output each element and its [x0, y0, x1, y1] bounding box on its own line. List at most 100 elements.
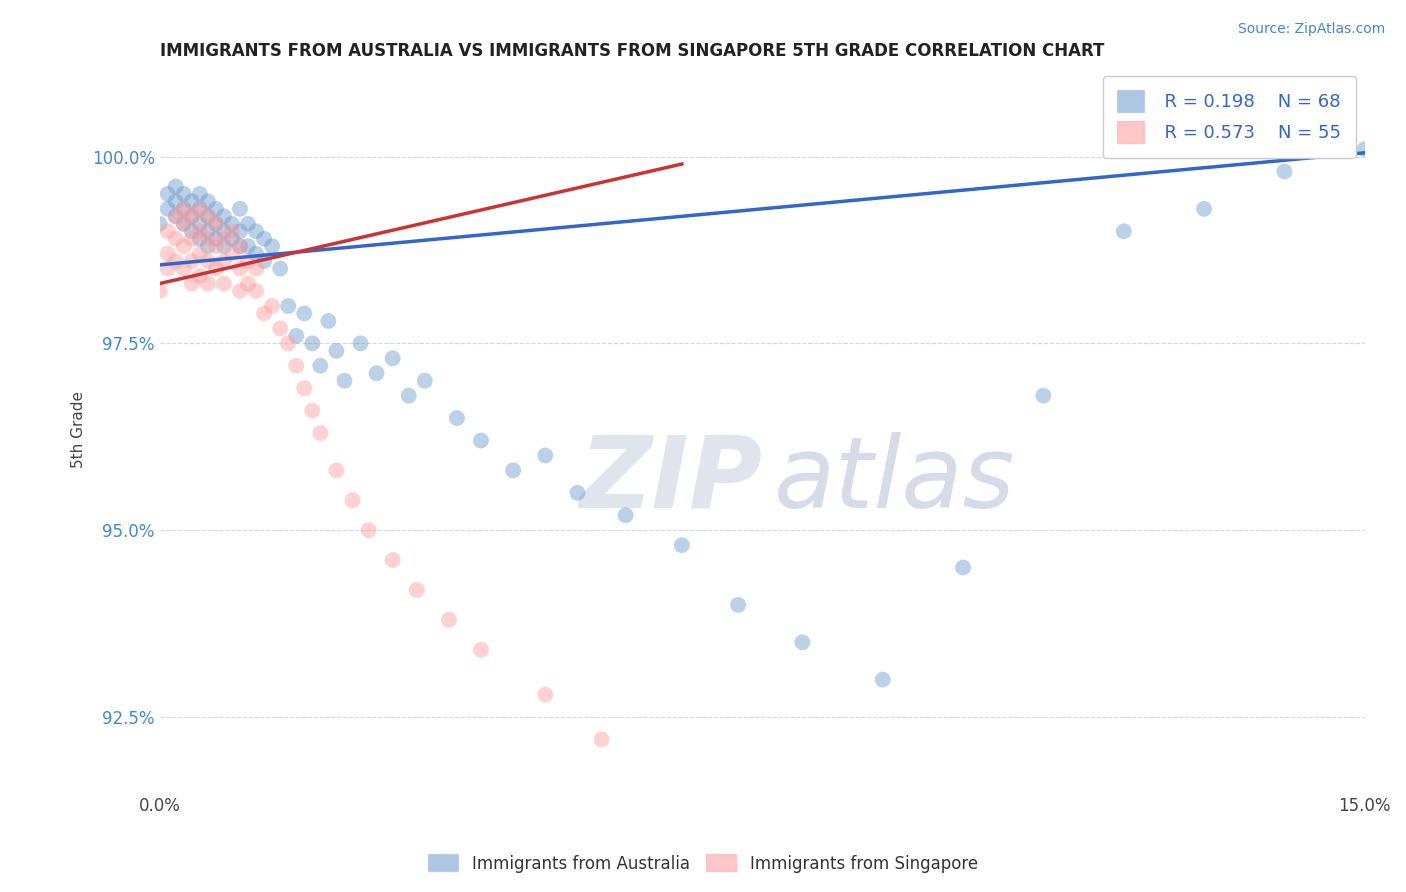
Point	[188, 217, 211, 231]
Legend: Immigrants from Australia, Immigrants from Singapore: Immigrants from Australia, Immigrants fr…	[422, 847, 984, 880]
Point	[165, 179, 187, 194]
Point	[591, 732, 613, 747]
Point	[212, 239, 235, 253]
Point	[221, 232, 243, 246]
Point	[727, 598, 749, 612]
Point	[197, 239, 219, 253]
Point	[671, 538, 693, 552]
Point	[165, 210, 187, 224]
Point	[156, 224, 179, 238]
Point	[253, 232, 276, 246]
Point	[173, 239, 195, 253]
Point	[180, 232, 202, 246]
Point	[173, 202, 195, 216]
Point	[567, 485, 589, 500]
Point	[221, 224, 243, 238]
Point	[197, 194, 219, 209]
Point	[325, 343, 347, 358]
Point	[173, 217, 195, 231]
Point	[188, 269, 211, 284]
Point	[398, 389, 420, 403]
Point	[342, 493, 364, 508]
Point	[366, 366, 388, 380]
Point	[156, 261, 179, 276]
Point	[534, 688, 557, 702]
Point	[792, 635, 814, 649]
Point	[165, 254, 187, 268]
Point	[149, 284, 172, 298]
Point	[229, 202, 252, 216]
Point	[1274, 164, 1296, 178]
Point	[180, 224, 202, 238]
Point	[212, 224, 235, 238]
Point	[197, 224, 219, 238]
Point	[229, 239, 252, 253]
Point	[156, 202, 179, 216]
Point	[156, 246, 179, 260]
Point	[502, 463, 524, 477]
Point	[1112, 224, 1135, 238]
Point	[165, 232, 187, 246]
Point	[446, 411, 468, 425]
Text: IMMIGRANTS FROM AUSTRALIA VS IMMIGRANTS FROM SINGAPORE 5TH GRADE CORRELATION CHA: IMMIGRANTS FROM AUSTRALIA VS IMMIGRANTS …	[160, 42, 1104, 60]
Point	[262, 299, 284, 313]
Point	[149, 217, 172, 231]
Point	[205, 217, 228, 231]
Point	[205, 202, 228, 216]
Point	[229, 261, 252, 276]
Legend:   R = 0.198    N = 68,   R = 0.573    N = 55: R = 0.198 N = 68, R = 0.573 N = 55	[1102, 76, 1355, 158]
Point	[229, 224, 252, 238]
Point	[173, 217, 195, 231]
Point	[301, 336, 323, 351]
Point	[301, 403, 323, 417]
Point	[180, 210, 202, 224]
Y-axis label: 5th Grade: 5th Grade	[72, 391, 86, 467]
Point	[229, 284, 252, 298]
Point	[309, 425, 332, 440]
Point	[156, 186, 179, 201]
Point	[285, 329, 308, 343]
Point	[205, 217, 228, 231]
Point	[1192, 202, 1215, 216]
Point	[221, 246, 243, 260]
Point	[470, 642, 492, 657]
Point	[292, 381, 315, 395]
Point	[173, 202, 195, 216]
Point	[188, 202, 211, 216]
Point	[253, 306, 276, 320]
Point	[212, 232, 235, 246]
Point	[872, 673, 894, 687]
Point	[349, 336, 371, 351]
Point	[245, 246, 267, 260]
Point	[292, 306, 315, 320]
Point	[236, 217, 259, 231]
Point	[277, 299, 299, 313]
Point	[437, 613, 460, 627]
Point	[188, 246, 211, 260]
Point	[381, 351, 404, 366]
Point	[333, 374, 356, 388]
Text: ZIP: ZIP	[579, 432, 762, 529]
Point	[165, 210, 187, 224]
Point	[269, 321, 291, 335]
Point	[173, 261, 195, 276]
Point	[188, 186, 211, 201]
Point	[277, 336, 299, 351]
Point	[180, 277, 202, 291]
Point	[180, 210, 202, 224]
Point	[205, 232, 228, 246]
Point	[1032, 389, 1054, 403]
Point	[318, 314, 340, 328]
Point	[197, 254, 219, 268]
Point	[197, 210, 219, 224]
Point	[197, 277, 219, 291]
Point	[262, 239, 284, 253]
Point	[212, 210, 235, 224]
Point	[253, 254, 276, 268]
Point	[470, 434, 492, 448]
Point	[212, 277, 235, 291]
Point	[188, 232, 211, 246]
Point	[614, 508, 637, 523]
Point	[188, 224, 211, 238]
Point	[188, 202, 211, 216]
